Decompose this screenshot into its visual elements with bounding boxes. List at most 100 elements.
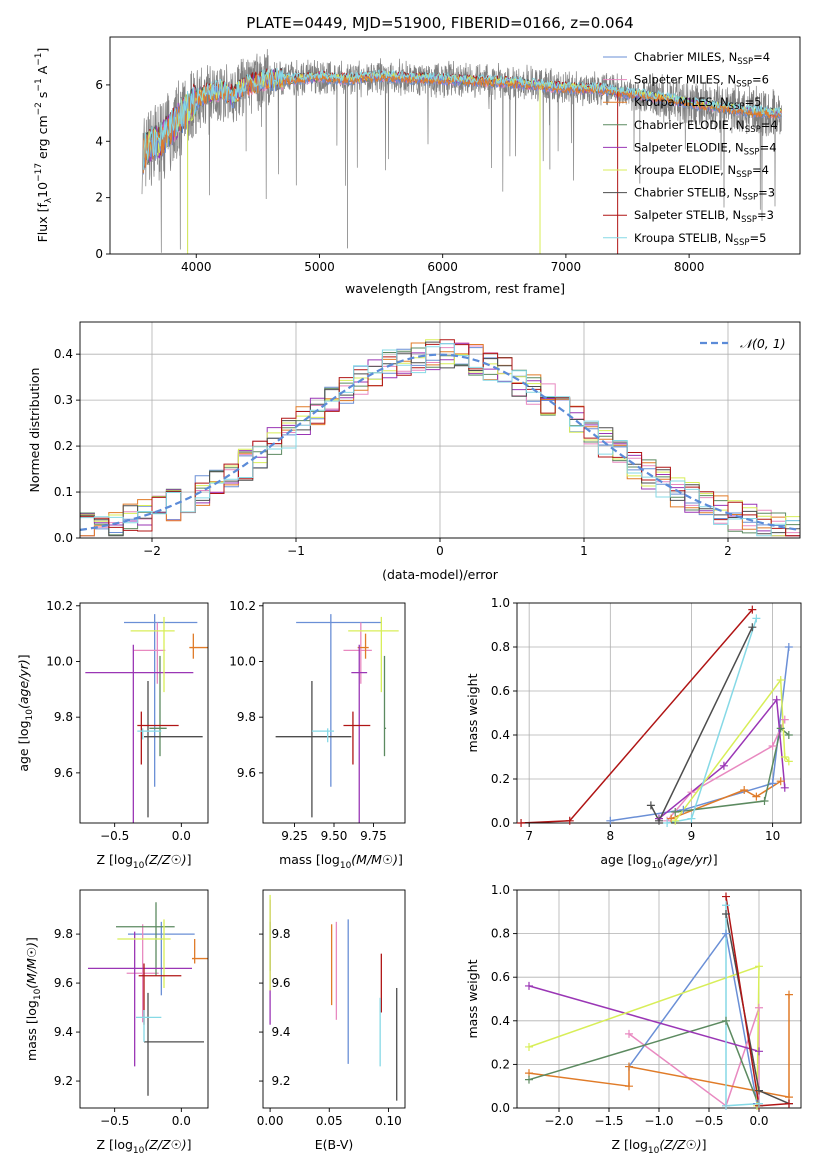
legend-entry: Kroupa ELODIE, NSSP=4 xyxy=(634,163,769,180)
y-tick-label: 9.2 xyxy=(271,1074,290,1088)
x-tick-label: 0.00 xyxy=(257,1114,284,1128)
label-part: Z [log xyxy=(96,852,132,867)
x-tick-label: 5000 xyxy=(304,260,335,274)
y-tick-label: 9.8 xyxy=(54,710,73,724)
weight-marker xyxy=(667,814,676,823)
x-tick-label: −2 xyxy=(143,544,161,558)
label-part: age [log xyxy=(16,720,31,771)
weight-age-x-label: age [log10(age/yr)] xyxy=(600,852,717,871)
label-part: A xyxy=(35,65,50,78)
weight-marker xyxy=(722,1016,730,1025)
x-tick-label: 8000 xyxy=(674,260,705,274)
weight-marker xyxy=(784,643,793,651)
weight-marker xyxy=(776,724,785,733)
legend-entry: Kroupa STELIB, NSSP=5 xyxy=(634,231,766,248)
weight-marker xyxy=(722,892,730,901)
y-tick-label: 0.0 xyxy=(54,531,73,545)
label-part: Z [log xyxy=(96,1137,132,1152)
label-part: (Z/Z☉) xyxy=(659,1137,701,1152)
y-tick-label: 10.2 xyxy=(46,599,73,613)
age-vs-Z-ticks: −0.5 0.0 9.6 9.8 10.0 10.2 xyxy=(46,599,191,843)
y-tick-label: 0.6 xyxy=(491,684,510,698)
EBV-x-label: E(B-V) xyxy=(315,1137,354,1152)
legend-suffix: =3 xyxy=(758,186,775,200)
legend-suffix: =4 xyxy=(752,163,769,177)
weight-marker xyxy=(625,1082,633,1091)
residuals-x-label: (data-model)/error xyxy=(382,567,499,582)
legend-entry: Chabrier STELIB, NSSP=3 xyxy=(634,186,775,203)
age-vs-Z-panel: −0.5 0.09.69.810.010.2Z [log10(Z/Z☉)]age … xyxy=(16,599,209,871)
mass-vs-EBV-ticks: 0.00 0.05 0.10 xyxy=(257,1108,402,1128)
weight-marker xyxy=(679,805,688,814)
x-tick-label: −0.5 xyxy=(100,1114,129,1128)
weight-marker xyxy=(625,1029,633,1038)
mass-vs-Z-frame xyxy=(79,889,209,1109)
age-vs-mass-panel: 9.25 9.50 9.75 9.6 9.8 10.0 10.2 mass [log10(M/… xyxy=(229,599,406,871)
y-tick-label: 0.0 xyxy=(491,816,510,830)
histogram-kroupa-stelib xyxy=(80,343,800,537)
label-part: (age/yr) xyxy=(16,659,31,709)
weight-marker xyxy=(785,1099,793,1108)
y-tick-label: 9.8 xyxy=(54,927,73,941)
normal-curve xyxy=(80,353,798,531)
x-tick-label: 7 xyxy=(525,829,533,843)
label-part: ] xyxy=(35,48,50,53)
legend-sub: SSP xyxy=(737,57,753,67)
label-part: (Z/Z☉) xyxy=(144,1137,186,1152)
legend-suffix: =5 xyxy=(749,231,766,245)
y-tick-label: 0.1 xyxy=(54,485,73,499)
weight-marker xyxy=(525,1075,533,1084)
label-sub: 10 xyxy=(25,709,35,721)
label-part: age [log xyxy=(600,852,651,867)
residuals-y-label: Normed distribution xyxy=(27,368,42,493)
x-tick-label: 2 xyxy=(724,544,732,558)
y-tick-label: 0.3 xyxy=(54,393,73,407)
weight-line-salpeter-miles xyxy=(628,1007,760,1108)
y-tick-label: 9.8 xyxy=(271,927,290,941)
y-tick-label: 4 xyxy=(95,134,103,148)
weight-marker xyxy=(755,1047,763,1056)
legend-entry: Kroupa MILES, NSSP=5 xyxy=(634,95,761,112)
label-part: ] xyxy=(16,654,31,659)
y-tick-label: 2 xyxy=(95,191,103,205)
y-tick-label: 0.8 xyxy=(491,927,510,941)
age-vs-mass-plot-area xyxy=(275,614,399,823)
weight-marker xyxy=(687,788,696,797)
weight-marker xyxy=(755,1086,763,1095)
y-tick-label: 1.0 xyxy=(491,596,510,610)
x-tick-label: 10 xyxy=(765,829,780,843)
weight-marker xyxy=(740,786,749,794)
legend-text: Kroupa MILES, N xyxy=(634,95,729,109)
y-tick-label: 0.6 xyxy=(491,970,510,984)
weight-marker xyxy=(646,801,655,810)
label-part: mass [log xyxy=(24,1000,39,1061)
spectrum-ticks: 4000 5000 6000 7000 8000 0 2 4 6 xyxy=(95,78,704,274)
x-tick-label: 7000 xyxy=(551,260,582,274)
x-tick-label: 9.25 xyxy=(281,829,308,843)
x-tick-label: 4000 xyxy=(181,260,212,274)
x-tick-label: −2.0 xyxy=(544,1114,573,1128)
label-part: λ xyxy=(44,197,54,203)
weight-marker xyxy=(722,901,730,910)
legend-text: Chabrier STELIB, N xyxy=(634,186,742,200)
x-tick-label: 9.75 xyxy=(360,829,387,843)
model-spectrum-kroupa-stelib xyxy=(142,67,782,170)
legend-suffix: =4 xyxy=(753,50,770,64)
weight-marker xyxy=(517,819,526,827)
label-part: −2 xyxy=(34,102,44,115)
label-part: s xyxy=(35,92,50,103)
weight-marker xyxy=(722,929,730,938)
y-tick-label: 9.4 xyxy=(271,1025,290,1039)
residuals-panel: −2 −1 0 1 2 0.0 0.1 0.2 0.3 0.4 (data-model)/error… xyxy=(27,321,801,582)
weight-marker xyxy=(776,777,785,786)
weight-vs-Z-panel: −2.0 −1.5 −1.0 −0.5 0.0 0.0 0.2 0.4 0.6 0.8 1.0 mas… xyxy=(465,883,802,1156)
legend-suffix: =4 xyxy=(760,140,777,154)
legend-suffix: =4 xyxy=(761,118,778,132)
y-tick-label: 9.2 xyxy=(54,1074,73,1088)
weight-marker xyxy=(606,816,615,825)
y-tick-label: 9.6 xyxy=(271,976,290,990)
spectrum-panel: 4000 5000 6000 7000 8000 0 2 4 6 wavelength [Angs… xyxy=(34,36,801,296)
weight-vs-age-panel: 7 8 9 10 0.0 0.2 0.4 0.6 0.8 1.0 mass weight age [l… xyxy=(465,596,802,871)
